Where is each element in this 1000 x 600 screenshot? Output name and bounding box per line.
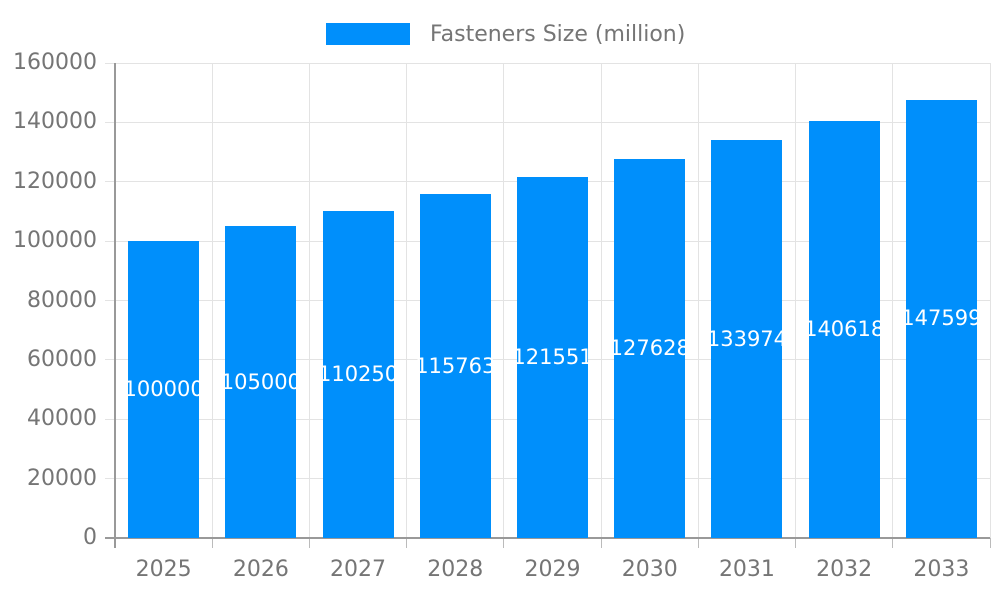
y-axis-label: 80000: [27, 287, 97, 313]
x-boundary-gridline: [503, 63, 505, 538]
x-boundary-gridline: [795, 63, 797, 538]
y-gridline: [115, 121, 990, 123]
y-axis-label: 140000: [13, 109, 97, 135]
y-axis-line: [114, 63, 116, 548]
x-boundary-gridline: [697, 63, 699, 538]
y-axis-tick: [105, 121, 115, 123]
bar-2032[interactable]: 140618: [804, 120, 884, 538]
x-axis-tick: [795, 538, 797, 548]
x-axis-tick: [989, 538, 991, 548]
x-axis-label-2031: 2031: [718, 557, 775, 582]
x-axis-tick: [600, 538, 602, 548]
x-axis-label-2029: 2029: [524, 557, 581, 582]
x-axis-label-2025: 2025: [135, 557, 192, 582]
bar-value-label: 133974: [706, 326, 788, 351]
x-boundary-gridline: [308, 63, 310, 538]
bar-2031[interactable]: 133974: [707, 140, 787, 538]
x-axis-tick: [211, 538, 213, 548]
x-boundary-gridline: [211, 63, 213, 538]
x-axis-tick: [697, 538, 699, 548]
y-axis-tick: [105, 181, 115, 183]
bar-2028[interactable]: 115763: [415, 194, 495, 538]
bar-2027[interactable]: 110250: [318, 210, 398, 538]
y-axis-label: 40000: [27, 406, 97, 432]
bar-2030[interactable]: 127628: [610, 159, 690, 538]
y-axis-label: 120000: [13, 168, 97, 194]
y-axis-label: 60000: [27, 346, 97, 372]
bar-2025[interactable]: 100000: [124, 241, 204, 538]
y-axis-label: 20000: [27, 465, 97, 491]
x-axis-label-2026: 2026: [232, 557, 289, 582]
y-axis-tick: [105, 62, 115, 64]
bar-2026[interactable]: 105000: [221, 226, 301, 538]
y-axis-tick: [105, 418, 115, 420]
bar-value-label: 121551: [512, 345, 593, 370]
bar-value-label: 110250: [317, 361, 399, 386]
x-axis-label-2030: 2030: [621, 557, 678, 582]
x-axis-line: [105, 537, 990, 539]
x-axis-tick: [503, 538, 505, 548]
bar-2029[interactable]: 121551: [512, 177, 593, 538]
x-axis-label-2033: 2033: [913, 557, 970, 582]
x-axis-tick: [406, 538, 408, 548]
x-axis-label-2032: 2032: [816, 557, 873, 582]
x-boundary-gridline: [989, 63, 991, 538]
x-axis-tick: [892, 538, 894, 548]
bar-value-label: 115763: [415, 353, 496, 378]
x-axis-label-2028: 2028: [427, 557, 484, 582]
y-axis-label: 160000: [13, 50, 97, 75]
y-axis-label: 100000: [13, 228, 97, 254]
bar-2033[interactable]: 147599: [901, 99, 981, 538]
x-boundary-gridline: [600, 63, 602, 538]
x-boundary-gridline: [406, 63, 408, 538]
bar-value-label: 127628: [609, 336, 690, 361]
y-axis-tick: [105, 478, 115, 480]
y-axis-tick: [105, 300, 115, 301]
legend-swatch: [326, 23, 410, 45]
x-axis-tick: [308, 538, 310, 548]
bar-value-label: 140618: [804, 316, 885, 341]
x-boundary-gridline: [892, 63, 894, 538]
y-gridline: [115, 62, 990, 64]
y-axis-tick: [105, 240, 115, 242]
legend-label: Fasteners Size (million): [430, 21, 686, 47]
y-axis-label: 0: [83, 525, 97, 550]
legend[interactable]: Fasteners Size (million): [0, 0, 1000, 56]
x-axis-label-2027: 2027: [330, 557, 387, 582]
bar-value-label: 100000: [123, 377, 204, 402]
bar-value-label: 147599: [901, 306, 982, 331]
y-axis-tick: [105, 359, 115, 361]
bar-value-label: 105000: [220, 369, 301, 394]
